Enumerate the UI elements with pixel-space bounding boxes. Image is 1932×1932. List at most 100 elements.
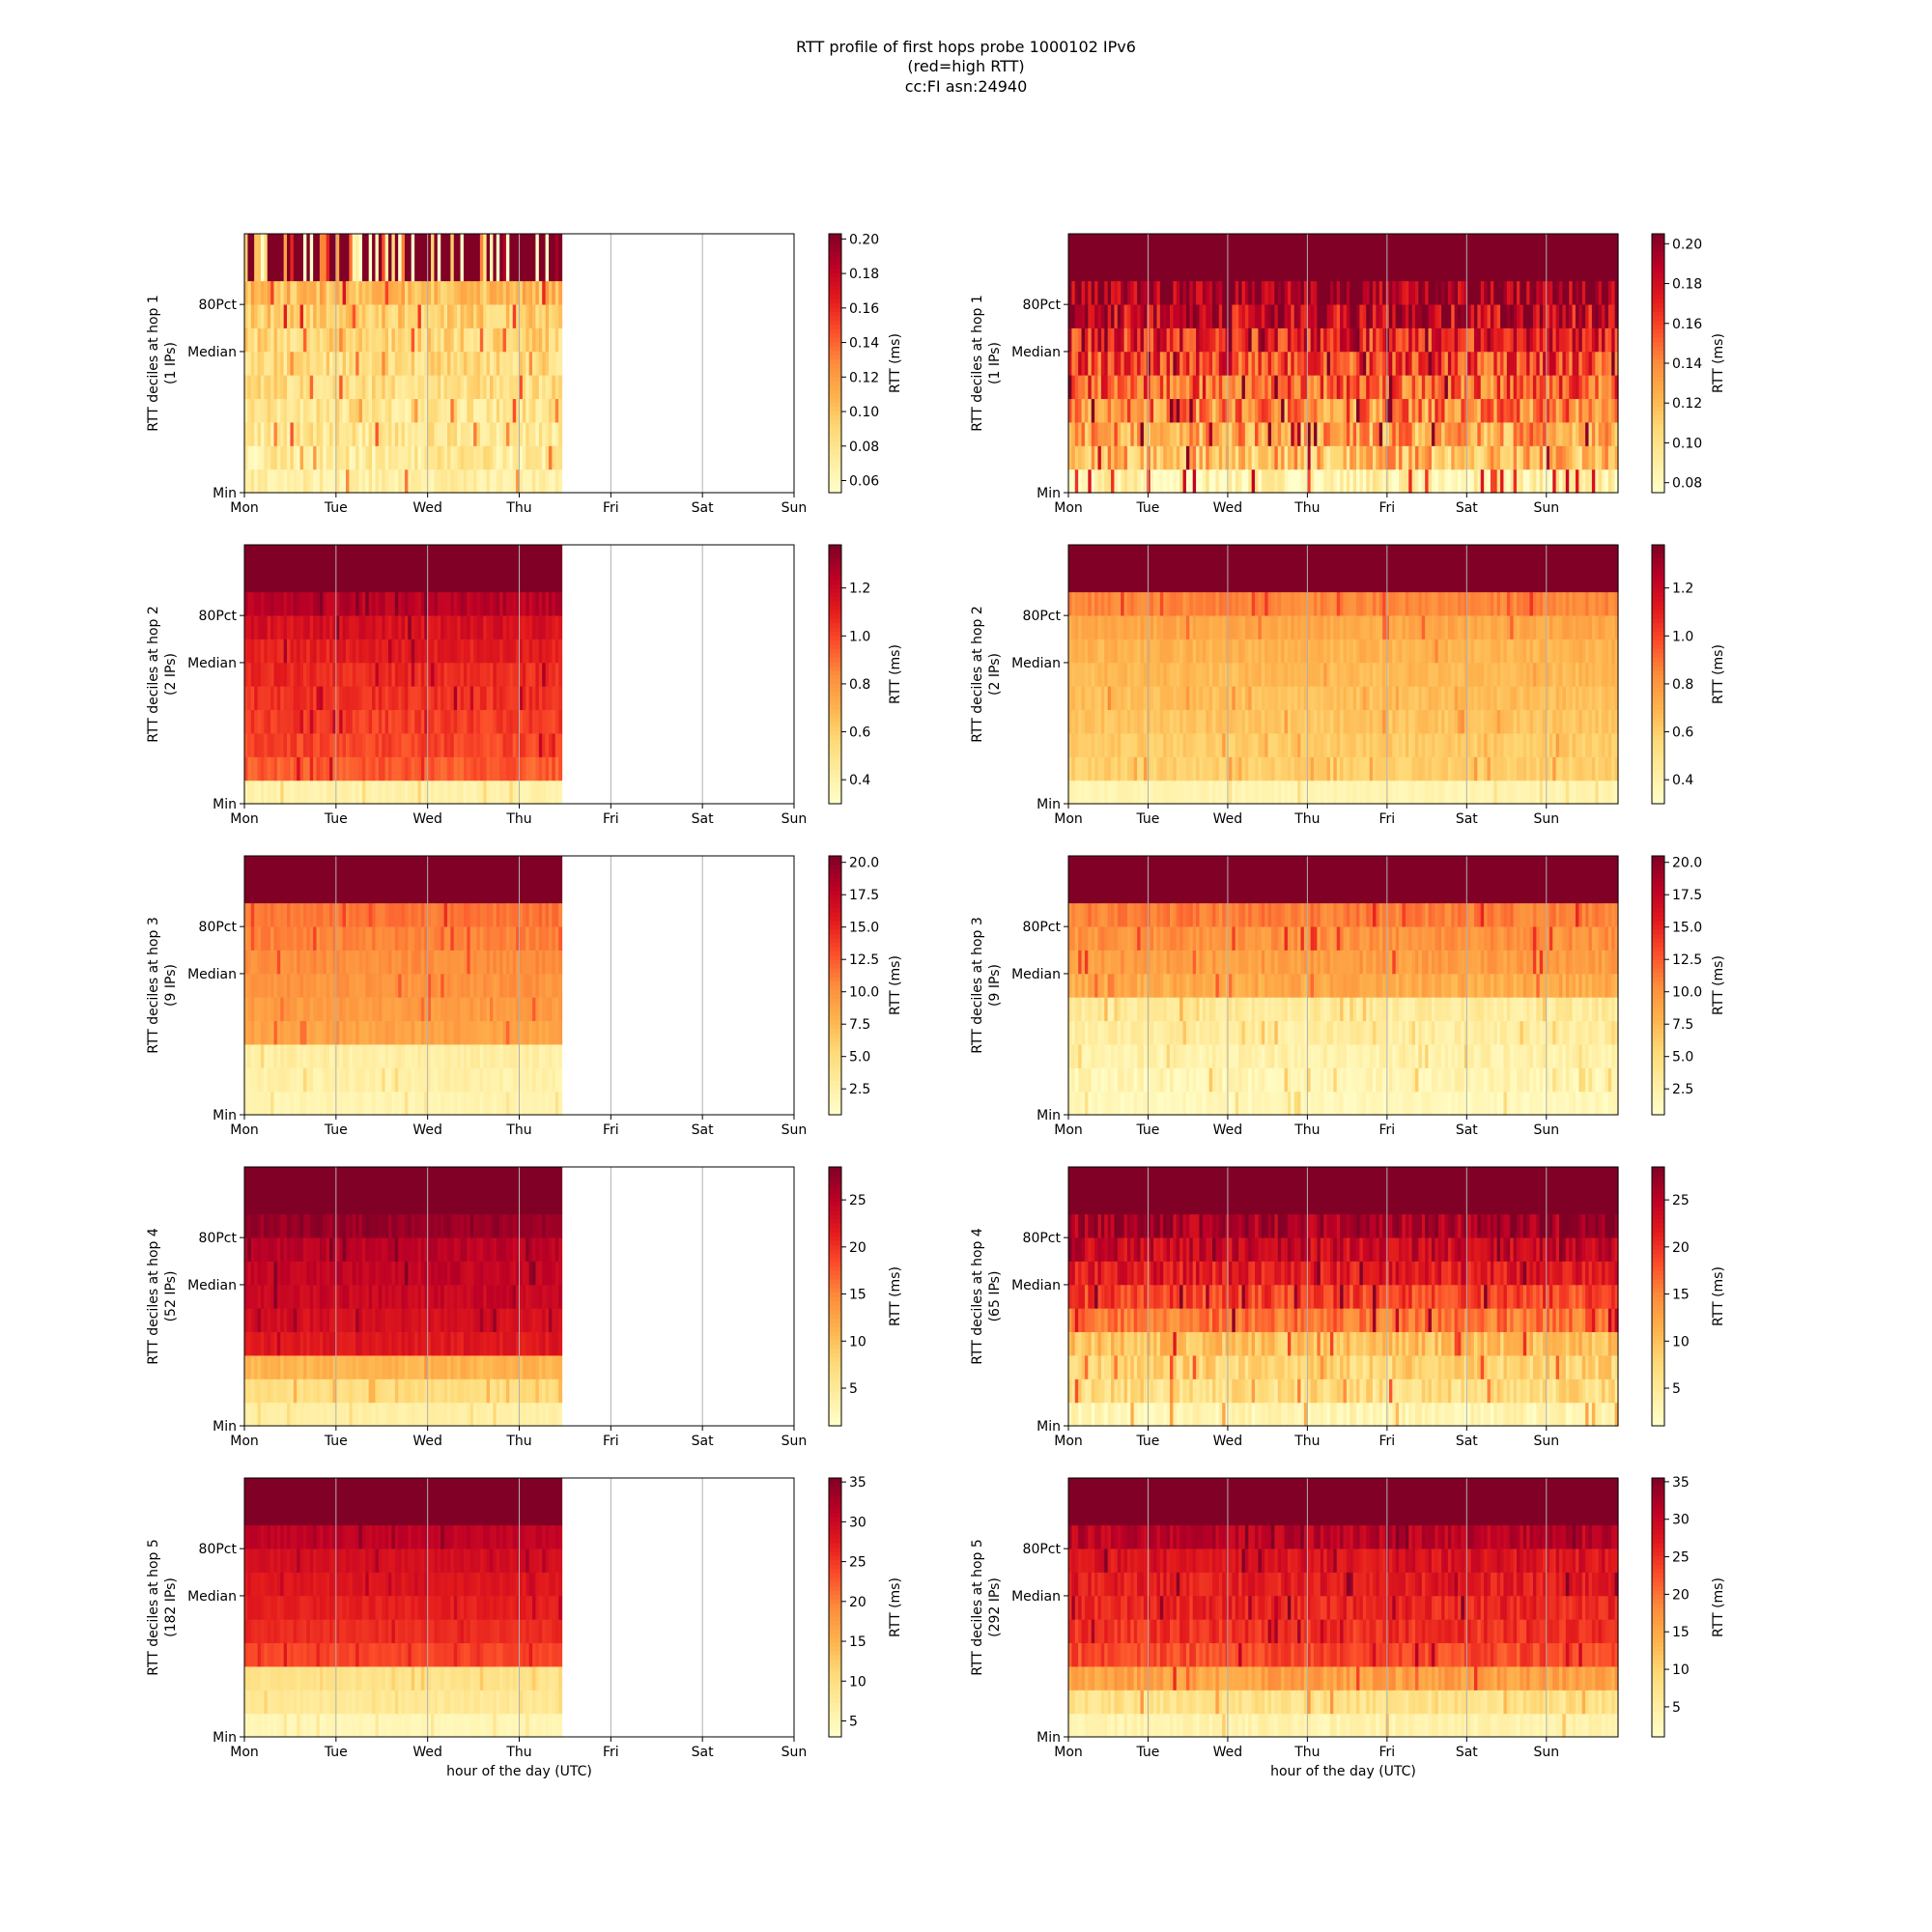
heatmap-cell	[1405, 469, 1409, 494]
heatmap-cell	[1251, 327, 1256, 353]
heatmap-cell	[1130, 351, 1135, 376]
heatmap-cell	[483, 732, 488, 757]
heatmap-cell	[1532, 445, 1537, 470]
colorbar-step	[829, 479, 841, 485]
heatmap-cell	[1320, 398, 1324, 423]
heatmap-cell	[273, 662, 278, 687]
heatmap-cell	[1588, 421, 1593, 446]
heatmap-cell	[264, 614, 269, 639]
heatmap-cell	[1068, 686, 1072, 711]
heatmap-cell	[1297, 469, 1302, 494]
heatmap-cell	[1114, 469, 1119, 494]
heatmap-cell	[1238, 234, 1243, 282]
heatmap-cell	[355, 303, 360, 328]
heatmap-cell	[1114, 545, 1119, 593]
heatmap-cell	[1074, 591, 1079, 616]
heatmap-cell	[1392, 469, 1397, 494]
heatmap-cell	[349, 639, 354, 664]
heatmap-cell	[457, 445, 462, 470]
heatmap-cell	[558, 375, 563, 400]
heatmap-cell	[1300, 280, 1305, 305]
heatmap-cell	[502, 709, 507, 734]
heatmap-cell	[394, 280, 399, 305]
heatmap-cell	[1094, 591, 1099, 616]
heatmap-cell	[1543, 469, 1548, 494]
heatmap-cell	[1179, 398, 1184, 423]
heatmap-cell	[299, 756, 304, 781]
heatmap-cell	[1484, 445, 1489, 470]
heatmap-cell	[1303, 421, 1308, 446]
colorbar-step	[829, 704, 841, 710]
heatmap-cell	[1121, 234, 1125, 282]
heatmap-cell	[1529, 351, 1534, 376]
heatmap-cell	[440, 280, 445, 305]
heatmap-cell	[493, 709, 497, 734]
heatmap-cell	[1126, 469, 1131, 494]
heatmap-cell	[264, 280, 269, 305]
heatmap-cell	[424, 639, 429, 664]
heatmap-cell	[427, 421, 432, 446]
heatmap-cell	[372, 639, 377, 664]
y-tick-label: Min	[213, 486, 237, 501]
heatmap-cell	[446, 709, 451, 734]
heatmap-cell	[496, 351, 500, 376]
x-tick-label: Tue	[324, 500, 348, 516]
heatmap-cell	[1463, 375, 1468, 400]
heatmap-cell	[1078, 469, 1083, 494]
heatmap-cell	[1208, 421, 1213, 446]
heatmap-cell	[469, 303, 474, 328]
heatmap-cell	[1111, 545, 1116, 593]
heatmap-cell	[257, 375, 262, 400]
heatmap-cell	[1277, 469, 1282, 494]
heatmap-cell	[554, 234, 559, 282]
heatmap-cell	[1248, 303, 1253, 328]
heatmap-cell	[247, 421, 252, 446]
heatmap-cell	[1559, 234, 1564, 282]
heatmap-cell	[538, 469, 543, 494]
heatmap-cell	[290, 445, 295, 470]
heatmap-cell	[1094, 545, 1099, 593]
heatmap-cell	[1248, 398, 1253, 423]
heatmap-cell	[1261, 327, 1265, 353]
heatmap-cell	[493, 545, 497, 593]
heatmap-cell	[1588, 280, 1593, 305]
heatmap-cell	[483, 234, 488, 282]
heatmap-cell	[446, 639, 451, 664]
heatmap-cell	[1248, 421, 1253, 446]
heatmap-cell	[443, 421, 448, 446]
heatmap-cell	[329, 327, 334, 353]
heatmap-cell	[1111, 591, 1116, 616]
heatmap-cell	[302, 351, 307, 376]
heatmap-cell	[1470, 327, 1475, 353]
heatmap-cell	[1176, 398, 1180, 423]
heatmap-cell	[1300, 234, 1305, 282]
heatmap-cell	[1238, 375, 1243, 400]
heatmap-cell	[408, 614, 412, 639]
heatmap-cell	[1529, 445, 1534, 470]
heatmap-cell	[1543, 303, 1548, 328]
heatmap-cell	[1477, 280, 1482, 305]
heatmap-cell	[545, 303, 550, 328]
heatmap-cell	[273, 375, 278, 400]
heatmap-cell	[247, 234, 252, 282]
heatmap-cell	[460, 327, 465, 353]
heatmap-cell	[1071, 234, 1076, 282]
heatmap-cell	[476, 614, 481, 639]
heatmap-cell	[335, 639, 340, 664]
heatmap-cell	[437, 709, 441, 734]
heatmap-cell	[1274, 327, 1279, 353]
heatmap-cell	[434, 686, 439, 711]
heatmap-cell	[1490, 398, 1494, 423]
heatmap-cell	[1255, 234, 1260, 282]
heatmap-cell	[499, 280, 504, 305]
heatmap-cell	[1522, 421, 1527, 446]
heatmap-cell	[1463, 469, 1468, 494]
x-tick-label: Sat	[692, 811, 714, 827]
heatmap-cell	[1248, 375, 1253, 400]
heatmap-cell	[372, 398, 377, 423]
heatmap-cell	[332, 398, 337, 423]
heatmap-cell	[1114, 421, 1119, 446]
heatmap-cell	[358, 280, 363, 305]
heatmap-cell	[1264, 234, 1269, 282]
heatmap-cell	[345, 732, 350, 757]
